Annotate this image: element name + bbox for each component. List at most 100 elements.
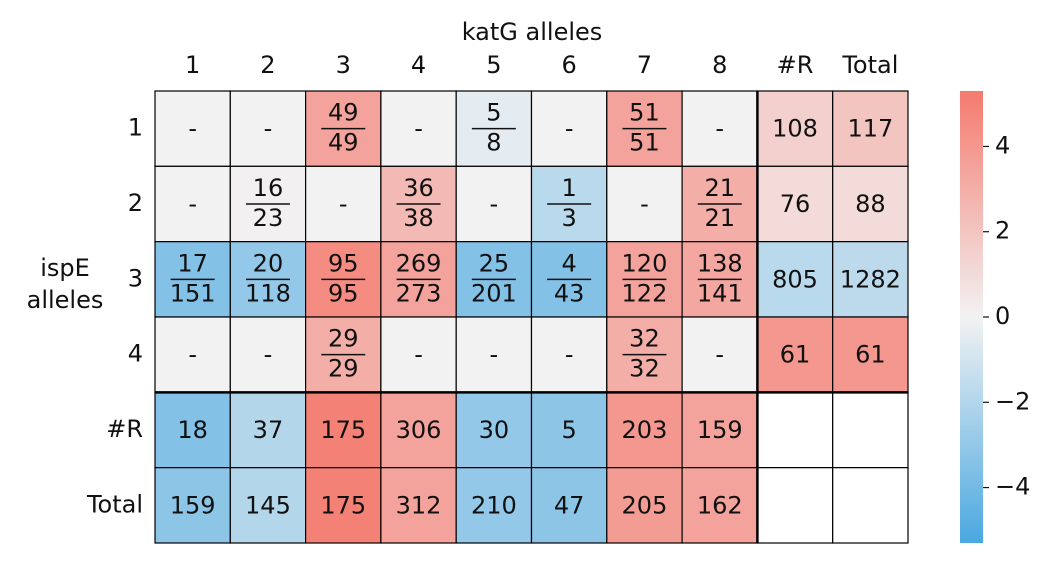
cell-denominator: 23 (253, 204, 284, 232)
heatmap-cell (606, 165, 683, 243)
cell-label: 203 (622, 416, 668, 444)
cell-denominator: 201 (471, 279, 517, 307)
cell-numerator: 32 (629, 325, 660, 353)
y-tick-label: 2 (128, 189, 143, 217)
cell-label: - (264, 341, 273, 369)
cell-label: 117 (847, 115, 893, 143)
cell-denominator: 8 (486, 129, 501, 157)
heatmap-cell (756, 391, 834, 469)
cell-denominator: 21 (704, 204, 735, 232)
cell-denominator: 51 (629, 129, 660, 157)
y-tick-label: 4 (128, 340, 143, 368)
cell-numerator: 120 (622, 249, 668, 277)
y-tick-label: 1 (128, 114, 143, 142)
x-tick-label: 3 (336, 51, 351, 79)
cell-denominator: 151 (170, 279, 216, 307)
x-tick-label: 8 (712, 51, 727, 79)
cell-denominator: 38 (403, 204, 434, 232)
cell-denominator: 43 (554, 279, 585, 307)
cell-label: 306 (396, 416, 442, 444)
cell-numerator: 29 (328, 325, 359, 353)
heatmap-cell (229, 90, 307, 167)
cell-numerator: 95 (328, 249, 359, 277)
cell-numerator: 21 (704, 174, 735, 202)
cell-label: 1282 (840, 265, 901, 293)
heatmap-cell (455, 391, 533, 469)
cell-label: 61 (855, 341, 886, 369)
cell-label: - (339, 190, 348, 218)
cell-label: 76 (780, 190, 811, 218)
x-tick-label: 6 (562, 51, 577, 79)
cell-label: 175 (320, 416, 366, 444)
heatmap-cell (832, 90, 909, 167)
colorbar-tick-label: 2 (995, 217, 1010, 245)
cell-label: 159 (170, 491, 216, 519)
cell-label: 88 (855, 190, 886, 218)
cell-numerator: 4 (562, 249, 577, 277)
chart-title: katG alleles (462, 18, 603, 46)
heatmap-cell (832, 391, 909, 469)
cell-label: - (565, 115, 574, 143)
x-tick-label: 5 (486, 51, 501, 79)
cell-numerator: 51 (629, 99, 660, 127)
cell-label: - (264, 115, 273, 143)
heatmap-cell (380, 467, 457, 544)
x-tick-label: Total (841, 51, 898, 79)
cell-denominator: 118 (245, 279, 291, 307)
cell-label: 5 (562, 416, 577, 444)
colorbar-tick-label: 4 (995, 131, 1010, 159)
colorbar (960, 91, 983, 543)
heatmap-cell (530, 316, 608, 393)
cell-numerator: 20 (253, 249, 284, 277)
cell-label: - (490, 341, 499, 369)
cell-label: - (640, 190, 649, 218)
cell-label: 312 (396, 491, 442, 519)
x-tick-label: #R (777, 51, 814, 79)
heatmap-cell (681, 90, 758, 167)
heatmap-cell (606, 467, 683, 544)
cell-label: - (490, 190, 499, 218)
cell-numerator: 25 (479, 249, 510, 277)
y-tick-label: Total (86, 490, 143, 518)
cell-label: - (414, 115, 423, 143)
cell-numerator: 36 (403, 174, 434, 202)
heatmap-cell (229, 391, 307, 469)
heatmap-cell (756, 165, 834, 243)
cell-numerator: 138 (697, 249, 743, 277)
heatmap-cell (154, 391, 231, 469)
cell-label: - (715, 341, 724, 369)
heatmap-cell (229, 316, 307, 393)
cell-label: 159 (697, 416, 743, 444)
cell-numerator: 49 (328, 99, 359, 127)
cell-denominator: 32 (629, 355, 660, 383)
cell-label: 162 (697, 491, 743, 519)
heatmap-cell (305, 467, 382, 544)
cell-label: - (188, 115, 197, 143)
cell-label: 30 (479, 416, 510, 444)
cell-denominator: 95 (328, 279, 359, 307)
cell-label: - (715, 115, 724, 143)
cell-label: 805 (772, 265, 818, 293)
cell-numerator: 269 (396, 249, 442, 277)
heatmap-cell (756, 467, 834, 544)
cell-label: - (188, 341, 197, 369)
heatmap-cell (380, 241, 457, 318)
y-axis-label: ispE (40, 254, 90, 282)
x-tick-label: 4 (411, 51, 426, 79)
cell-denominator: 49 (328, 129, 359, 157)
cell-label: - (414, 341, 423, 369)
cell-label: 61 (780, 341, 811, 369)
colorbar-tick-label: 0 (995, 302, 1010, 330)
y-tick-label: #R (106, 415, 143, 443)
cell-label: 18 (177, 416, 208, 444)
cell-numerator: 17 (177, 249, 208, 277)
heatmap-cell (832, 467, 909, 544)
heatmap-cell (229, 467, 307, 544)
cell-label: 210 (471, 491, 517, 519)
heatmap-cell (530, 467, 608, 544)
x-tick-label: 2 (260, 51, 275, 79)
x-tick-label: 7 (637, 51, 652, 79)
heatmap-cell (530, 90, 608, 167)
heatmap-cell (832, 241, 909, 318)
cell-label: 145 (245, 491, 291, 519)
